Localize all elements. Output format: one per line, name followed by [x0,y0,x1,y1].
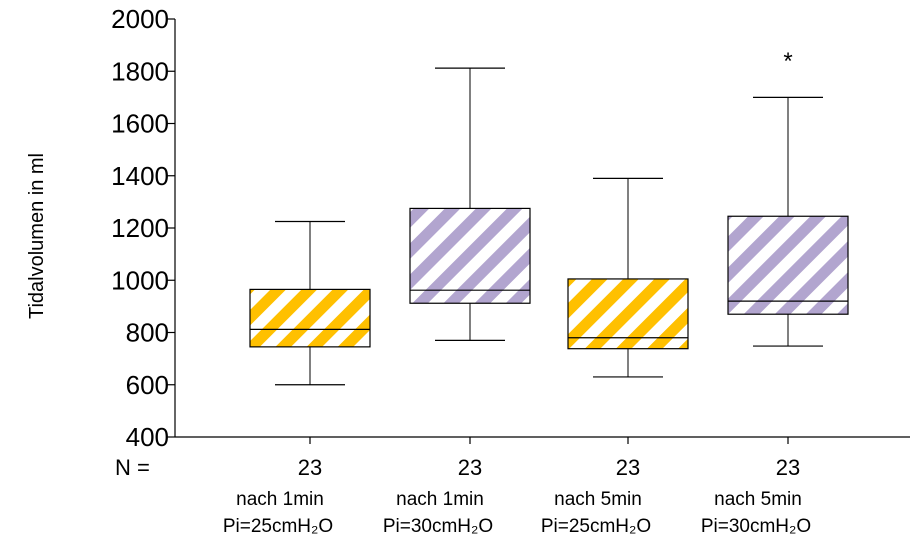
iqr-box [409,207,531,304]
category-label-line1: nach 5min [554,489,642,510]
y-axis: 400 600 800 1000 1200 1400 1600 1800 2000 [111,4,176,452]
y-axis-title: Tidalvolumen in ml [26,153,48,319]
category-label-line1: nach 1min [236,489,324,510]
y-tick-label: 2000 [111,4,169,34]
y-tick-label: 1200 [111,213,169,243]
n-value: 23 [298,455,322,480]
y-tick-label: 1000 [111,265,169,295]
category-label-line2: Pi=30cmH₂O [701,516,811,537]
iqr-box [567,278,689,350]
category-label-line2: Pi=30cmH₂O [383,516,493,537]
box-group [567,177,689,378]
y-tick-label: 400 [126,422,169,452]
y-tick-label: 800 [126,318,169,348]
category-label-line2: Pi=25cmH₂O [223,516,333,537]
box-group [409,67,531,341]
y-tick-label: 1800 [111,56,169,86]
category-label-line2: Pi=25cmH₂O [541,516,651,537]
y-tick-label: 600 [126,370,169,400]
n-value: 23 [616,455,640,480]
box-group [249,220,371,386]
category-labels: 23 nach 1min Pi=25cmH₂O 23 nach 1min Pi=30cmH… [223,455,811,537]
n-value: 23 [776,455,800,480]
category-label-line1: nach 1min [396,489,484,510]
y-tick-label: 1400 [111,161,169,191]
outlier-marker: * [783,48,792,75]
iqr-box [727,215,849,315]
n-value: 23 [458,455,482,480]
x-axis [175,436,910,444]
box-group: * [727,48,849,347]
boxes: * [249,48,849,386]
category-label-line1: nach 5min [714,489,802,510]
n-label: N = [115,455,150,480]
y-tick-label: 1600 [111,109,169,139]
iqr-box [249,288,371,348]
